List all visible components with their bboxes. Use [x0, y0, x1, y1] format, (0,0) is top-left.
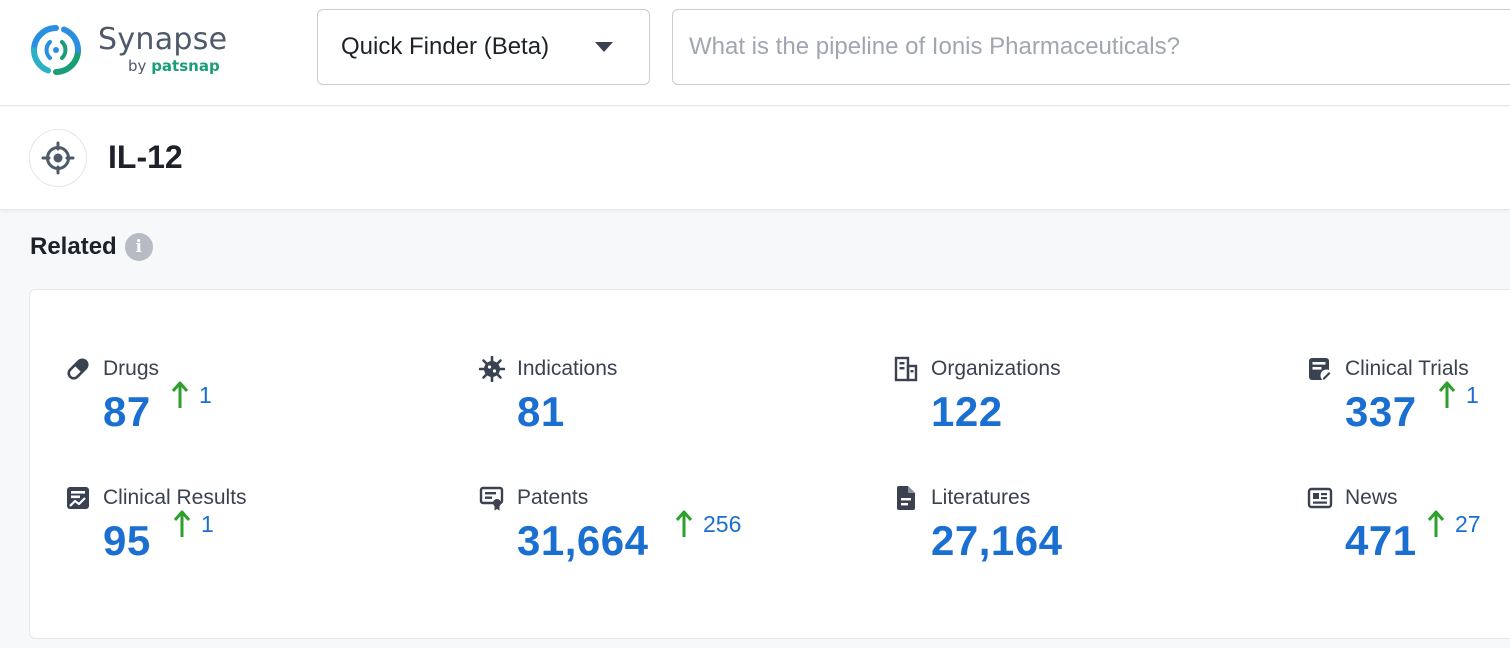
report-chart-icon: [65, 485, 91, 511]
delta-value: 1: [201, 511, 214, 538]
arrow-up-icon: [171, 380, 189, 410]
logo-byline: by patsnap: [128, 57, 220, 75]
delta-value: 256: [703, 511, 741, 538]
arrow-up-icon: [173, 509, 191, 539]
related-title: Related: [30, 233, 117, 261]
finder-mode-value: Quick Finder (Beta): [341, 33, 549, 61]
top-header: Synapse by patsnap Quick Finder (Beta): [0, 0, 1510, 106]
stat-organizations[interactable]: Organizations 122: [893, 354, 1273, 464]
stat-delta: 1: [173, 509, 214, 539]
arrow-up-icon: [1427, 509, 1445, 539]
arrow-up-icon: [675, 509, 693, 539]
logo-brand: patsnap: [151, 57, 220, 75]
related-header: Related i: [30, 231, 153, 263]
stat-news[interactable]: News 471 27: [1307, 483, 1510, 593]
building-icon: [893, 356, 919, 382]
stat-label: Indications: [517, 357, 617, 381]
search-input[interactable]: [689, 33, 1510, 61]
stat-label: Literatures: [931, 486, 1030, 510]
logo-wordmark: Synapse: [98, 22, 227, 57]
stat-value[interactable]: 87: [103, 388, 151, 436]
stat-patents[interactable]: Patents 31,664 256: [479, 483, 859, 593]
stat-clinical-trials[interactable]: Clinical Trials 337 1: [1307, 354, 1510, 464]
stat-value[interactable]: 122: [931, 388, 1003, 436]
document-icon: [893, 485, 919, 511]
stat-literatures[interactable]: Literatures 27,164: [893, 483, 1273, 593]
newspaper-icon: [1307, 485, 1333, 511]
caret-down-icon: [595, 42, 613, 52]
delta-value: 1: [1466, 382, 1479, 409]
target-icon: [29, 129, 87, 187]
clipboard-edit-icon: [1307, 356, 1333, 382]
stat-label: Clinical Trials: [1345, 357, 1469, 381]
delta-value: 27: [1455, 511, 1481, 538]
pill-icon: [65, 356, 91, 382]
logo-by-text: by: [128, 57, 146, 75]
synapse-logo[interactable]: Synapse by patsnap: [28, 20, 228, 80]
stat-value[interactable]: 27,164: [931, 517, 1062, 565]
entity-header: IL-12: [0, 107, 1510, 210]
info-icon[interactable]: i: [125, 233, 153, 261]
entity-title: IL-12: [108, 139, 183, 176]
search-box[interactable]: [672, 9, 1510, 85]
stat-delta: 1: [1438, 380, 1479, 410]
virus-icon: [479, 356, 505, 382]
arrow-up-icon: [1438, 380, 1456, 410]
stat-label: Drugs: [103, 357, 159, 381]
stat-label: News: [1345, 486, 1398, 510]
stat-value[interactable]: 95: [103, 517, 151, 565]
synapse-logo-icon: [28, 22, 84, 78]
stat-clinical-results[interactable]: Clinical Results 95 1: [65, 483, 445, 593]
stat-value[interactable]: 31,664: [517, 517, 648, 565]
stat-value[interactable]: 337: [1345, 388, 1417, 436]
related-stats-card: Drugs 87 1: [29, 289, 1510, 639]
delta-value: 1: [199, 382, 212, 409]
stat-value[interactable]: 471: [1345, 517, 1417, 565]
stat-label: Patents: [517, 486, 588, 510]
stat-delta: 1: [171, 380, 212, 410]
stat-delta: 256: [675, 509, 741, 539]
stat-value[interactable]: 81: [517, 388, 565, 436]
stat-label: Organizations: [931, 357, 1061, 381]
stat-delta: 27: [1427, 509, 1481, 539]
finder-mode-select[interactable]: Quick Finder (Beta): [317, 9, 650, 85]
certificate-icon: [479, 485, 505, 511]
stat-label: Clinical Results: [103, 486, 247, 510]
stat-drugs[interactable]: Drugs 87 1: [65, 354, 445, 464]
stat-indications[interactable]: Indications 81: [479, 354, 859, 464]
